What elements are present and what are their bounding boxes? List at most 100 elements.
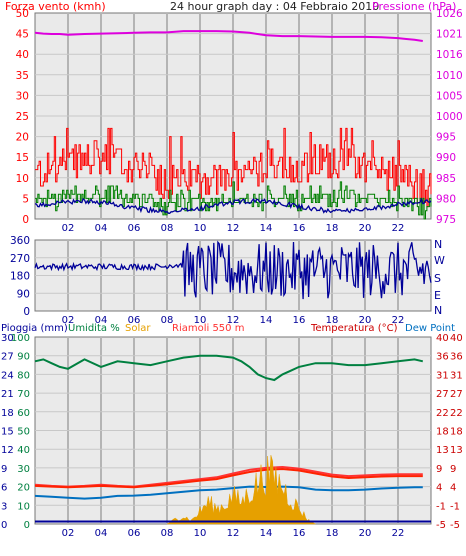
pressure-tick-label: 1005 [436,90,463,102]
pressure-series [34,30,423,42]
humidity-axis-title: Umidita % [68,323,120,334]
pressure-axis-title: Pressione (hPa) [372,0,456,13]
rain-tick-label: 6 [1,483,7,494]
humidity-tick-label: 30 [17,464,30,475]
riamoli-axis-title: Riamoli 550 m [172,323,244,334]
direction-s: S [434,272,441,285]
hour-tick-label: 08 [161,223,174,234]
dew-tick-label: 22 [436,408,449,419]
hour-tick-label: 22 [392,315,405,326]
dew-tick-label: 31 [436,370,449,381]
temp-series-riamoli-550-m [34,465,423,488]
temp-tick-label: 22 [450,408,463,419]
hour-tick-label: 16 [293,528,306,539]
humidity-tick-label: 60 [17,408,30,419]
dew-tick-label: 4 [436,483,442,494]
temp-tick-label: 4 [450,483,456,494]
hour-tick-label: 04 [95,315,108,326]
humidity-tick-label: 70 [17,389,30,400]
rain-tick-label: 18 [1,408,14,419]
hour-tick-label: 02 [62,315,75,326]
humidity-tick-label: 10 [17,501,30,512]
hour-tick-label: 20 [359,223,372,234]
rain-tick-label: 12 [1,445,14,456]
tick-labels: 0510152025303540455097598098599099510001… [1,8,463,539]
rain-tick-label: 30 [1,333,14,344]
dew-tick-label: 27 [436,389,449,400]
hour-tick-label: 02 [62,223,75,234]
hour-tick-label: 10 [194,223,207,234]
hour-tick-label: 12 [227,528,240,539]
direction-tick-label: 270 [10,253,30,265]
pressure-tick-label: 1026 [436,8,463,20]
hour-tick-label: 10 [194,315,207,326]
humidity-series [34,354,424,382]
pressure-tick-label: 1010 [436,70,463,82]
graph-title: 24 hour graph day : 04 Febbraio 2010 [170,0,379,13]
hour-tick-label: 14 [260,223,273,234]
hour-tick-label: 16 [293,223,306,234]
temp-tick-label: 31 [450,370,463,381]
hour-tick-label: 04 [95,528,108,539]
pressure-tick-label: 990 [436,152,456,164]
direction-tick-label: 0 [23,306,30,318]
direction-tick-label: 360 [10,235,30,247]
dew-tick-label: -5 [436,520,446,531]
hour-tick-label: 18 [326,315,339,326]
rain-tick-label: 3 [1,501,7,512]
humidity-tick-label: 100 [11,333,30,344]
wind-tick-label: 10 [16,173,29,185]
rain-axis-title: Pioggia (mm) [1,323,68,334]
data-series [34,30,432,525]
wind-tick-label: 45 [16,29,29,41]
pressure-tick-label: 980 [436,193,456,205]
wind-tick-label: 50 [16,8,29,20]
temp-tick-label: -5 [450,520,460,531]
hour-tick-label: 20 [359,528,372,539]
hour-tick-label: 12 [227,315,240,326]
dew-tick-label: 13 [436,445,449,456]
humidity-tick-label: 50 [17,427,30,438]
temp-series-dew-point [34,485,423,500]
temp-tick-label: 13 [450,445,463,456]
hour-tick-label: 08 [161,315,174,326]
hour-tick-label: 18 [326,223,339,234]
hour-tick-label: 08 [161,528,174,539]
rain-tick-label: 24 [1,370,14,381]
direction-n-top: N [434,238,442,251]
hour-tick-label: 14 [260,315,273,326]
hour-tick-label: 22 [392,528,405,539]
dew-point-axis-title: Dew Point [405,323,455,334]
pressure-tick-label: 975 [436,214,456,226]
pressure-tick-label: 1016 [436,49,463,61]
hour-tick-label: 14 [260,528,273,539]
solar-axis-title: Solar [125,323,151,334]
wind-direction-series [34,240,432,300]
wind-tick-label: 20 [16,132,29,144]
wind-tick-label: 35 [16,70,29,82]
wind-tick-label: 25 [16,111,29,123]
temp-series-temperatura-c- [34,467,423,489]
dew-tick-label: -1 [436,501,446,512]
humidity-tick-label: 40 [17,445,30,456]
humidity-tick-label: 90 [17,352,30,363]
dew-tick-label: 9 [436,464,442,475]
hour-tick-label: 06 [128,528,141,539]
temp-tick-label: 9 [450,464,456,475]
hour-tick-label: 04 [95,223,108,234]
direction-tick-label: 90 [17,288,30,300]
rain-tick-label: 21 [1,389,14,400]
hour-tick-label: 22 [392,223,405,234]
direction-e: E [434,289,441,302]
humidity-tick-label: 80 [17,370,30,381]
wind-tick-label: 5 [22,193,29,205]
wind-tick-label: 15 [16,152,29,164]
wind-tick-label: 0 [22,214,29,226]
pressure-tick-label: 1000 [436,111,463,123]
hour-tick-label: 06 [128,315,141,326]
temp-tick-label: -1 [450,501,460,512]
wind-tick-label: 40 [16,49,29,61]
temperature-axis-title: Temperatura (°C) [310,323,398,334]
